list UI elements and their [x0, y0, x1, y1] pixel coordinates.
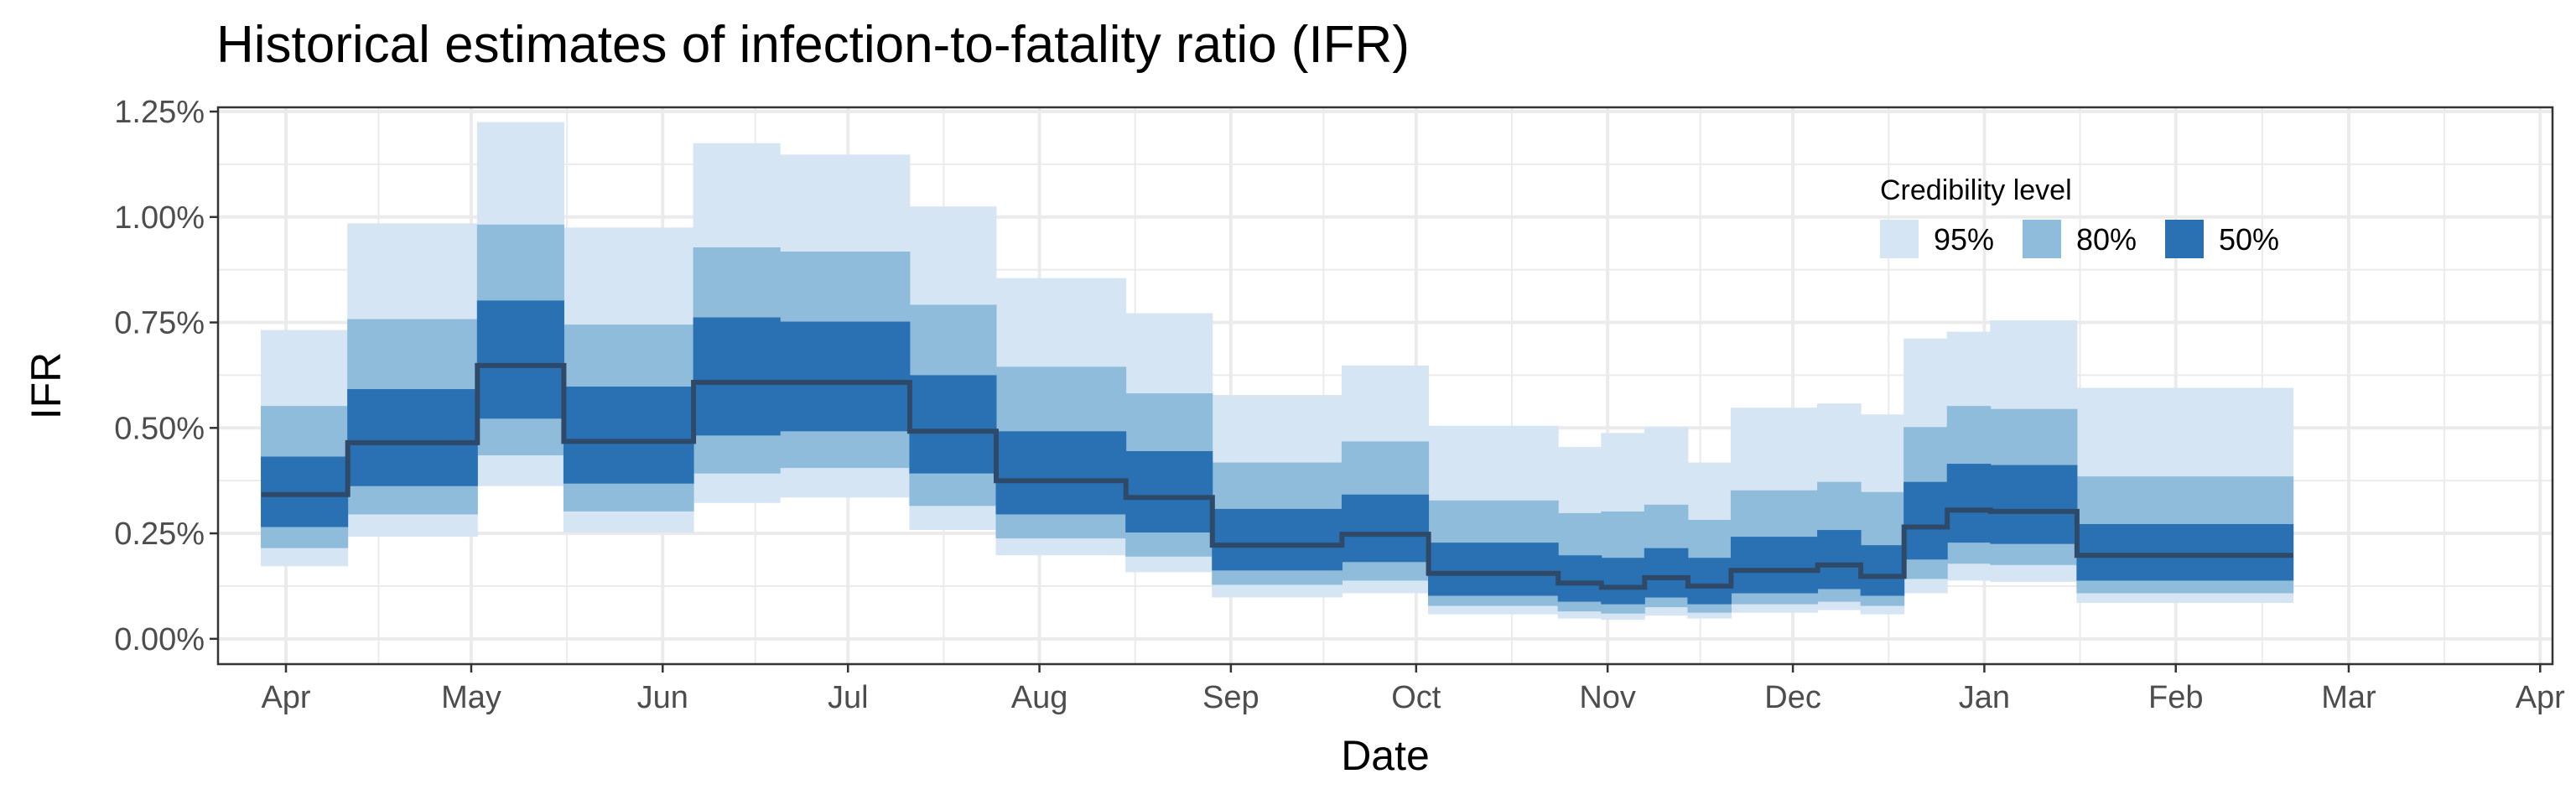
x-tick-label: Jan	[1959, 680, 2010, 715]
chart-title: Historical estimates of infection-to-fat…	[216, 16, 1410, 74]
band-50-segment	[1860, 545, 1905, 596]
band-50-segment	[1644, 548, 1689, 598]
band-50-segment	[261, 456, 349, 527]
band-50-segment	[1687, 558, 1732, 605]
x-tick-label: Dec	[1764, 680, 1821, 715]
y-tick-label: 0.00%	[114, 622, 205, 657]
x-tick-label: Feb	[2148, 680, 2203, 715]
x-axis: Apr May Jun Jul Aug Sep Oct Nov Dec Jan Feb Mar Apr	[261, 664, 2565, 715]
band-50-segment	[1341, 494, 1430, 563]
median-step-line	[261, 362, 2293, 590]
band-50-segment	[1212, 508, 1343, 571]
band-50-segment	[1903, 481, 1948, 560]
band-50-segment	[693, 317, 781, 436]
band-50-segment	[1601, 558, 1645, 605]
band-50-segment	[2076, 523, 2294, 581]
band-50-segment	[1990, 465, 2078, 544]
legend-label-1: 80%	[2076, 222, 2137, 257]
x-axis-title: Date	[1341, 732, 1430, 779]
y-tick-label: 0.75%	[114, 306, 205, 341]
band-50-segment	[1125, 450, 1213, 533]
band-50	[261, 300, 2294, 605]
legend-key-0	[1880, 220, 1919, 258]
x-tick-label: Nov	[1579, 680, 1636, 715]
x-tick-label: May	[441, 680, 501, 715]
legend: Credibility level 95% 80% 50%	[1880, 174, 2279, 258]
x-tick-label: Apr	[2516, 680, 2565, 715]
y-axis: 0.00% 0.25% 0.50% 0.75% 1.00% 1.25%	[114, 95, 218, 657]
plot-panel-border	[216, 106, 2554, 666]
x-tick-label: Mar	[2321, 680, 2376, 715]
band-50-segment	[347, 389, 478, 486]
legend-label-0: 95%	[1934, 222, 1994, 257]
band-50-segment	[563, 387, 694, 484]
y-tick-label: 1.25%	[114, 95, 205, 130]
band-50-segment	[995, 431, 1127, 515]
legend-title: Credibility level	[1880, 174, 2072, 206]
median-line	[261, 362, 2293, 590]
band-50-segment	[1946, 464, 1992, 543]
legend-key-1	[2023, 220, 2061, 258]
band-50-segment	[1428, 543, 1559, 596]
band-50-segment	[1557, 555, 1602, 602]
band-50-segment	[476, 300, 564, 419]
band-50-segment	[1817, 530, 1862, 589]
legend-label-2: 50%	[2219, 222, 2279, 257]
y-tick-label: 1.00%	[114, 200, 205, 236]
y-tick-label: 0.50%	[114, 411, 205, 446]
band-50-segment	[1730, 537, 1819, 594]
band-50-segment	[909, 375, 997, 474]
x-tick-label: Apr	[261, 680, 310, 715]
x-tick-label: Jun	[637, 680, 688, 715]
x-tick-label: Aug	[1011, 680, 1068, 715]
band-50-segment	[779, 321, 911, 432]
x-tick-label: Oct	[1391, 680, 1441, 715]
x-tick-label: Jul	[828, 680, 869, 715]
y-axis-title: IFR	[23, 352, 70, 420]
x-tick-label: Sep	[1202, 680, 1259, 715]
y-tick-label: 0.25%	[114, 517, 205, 552]
legend-key-2	[2165, 220, 2204, 258]
